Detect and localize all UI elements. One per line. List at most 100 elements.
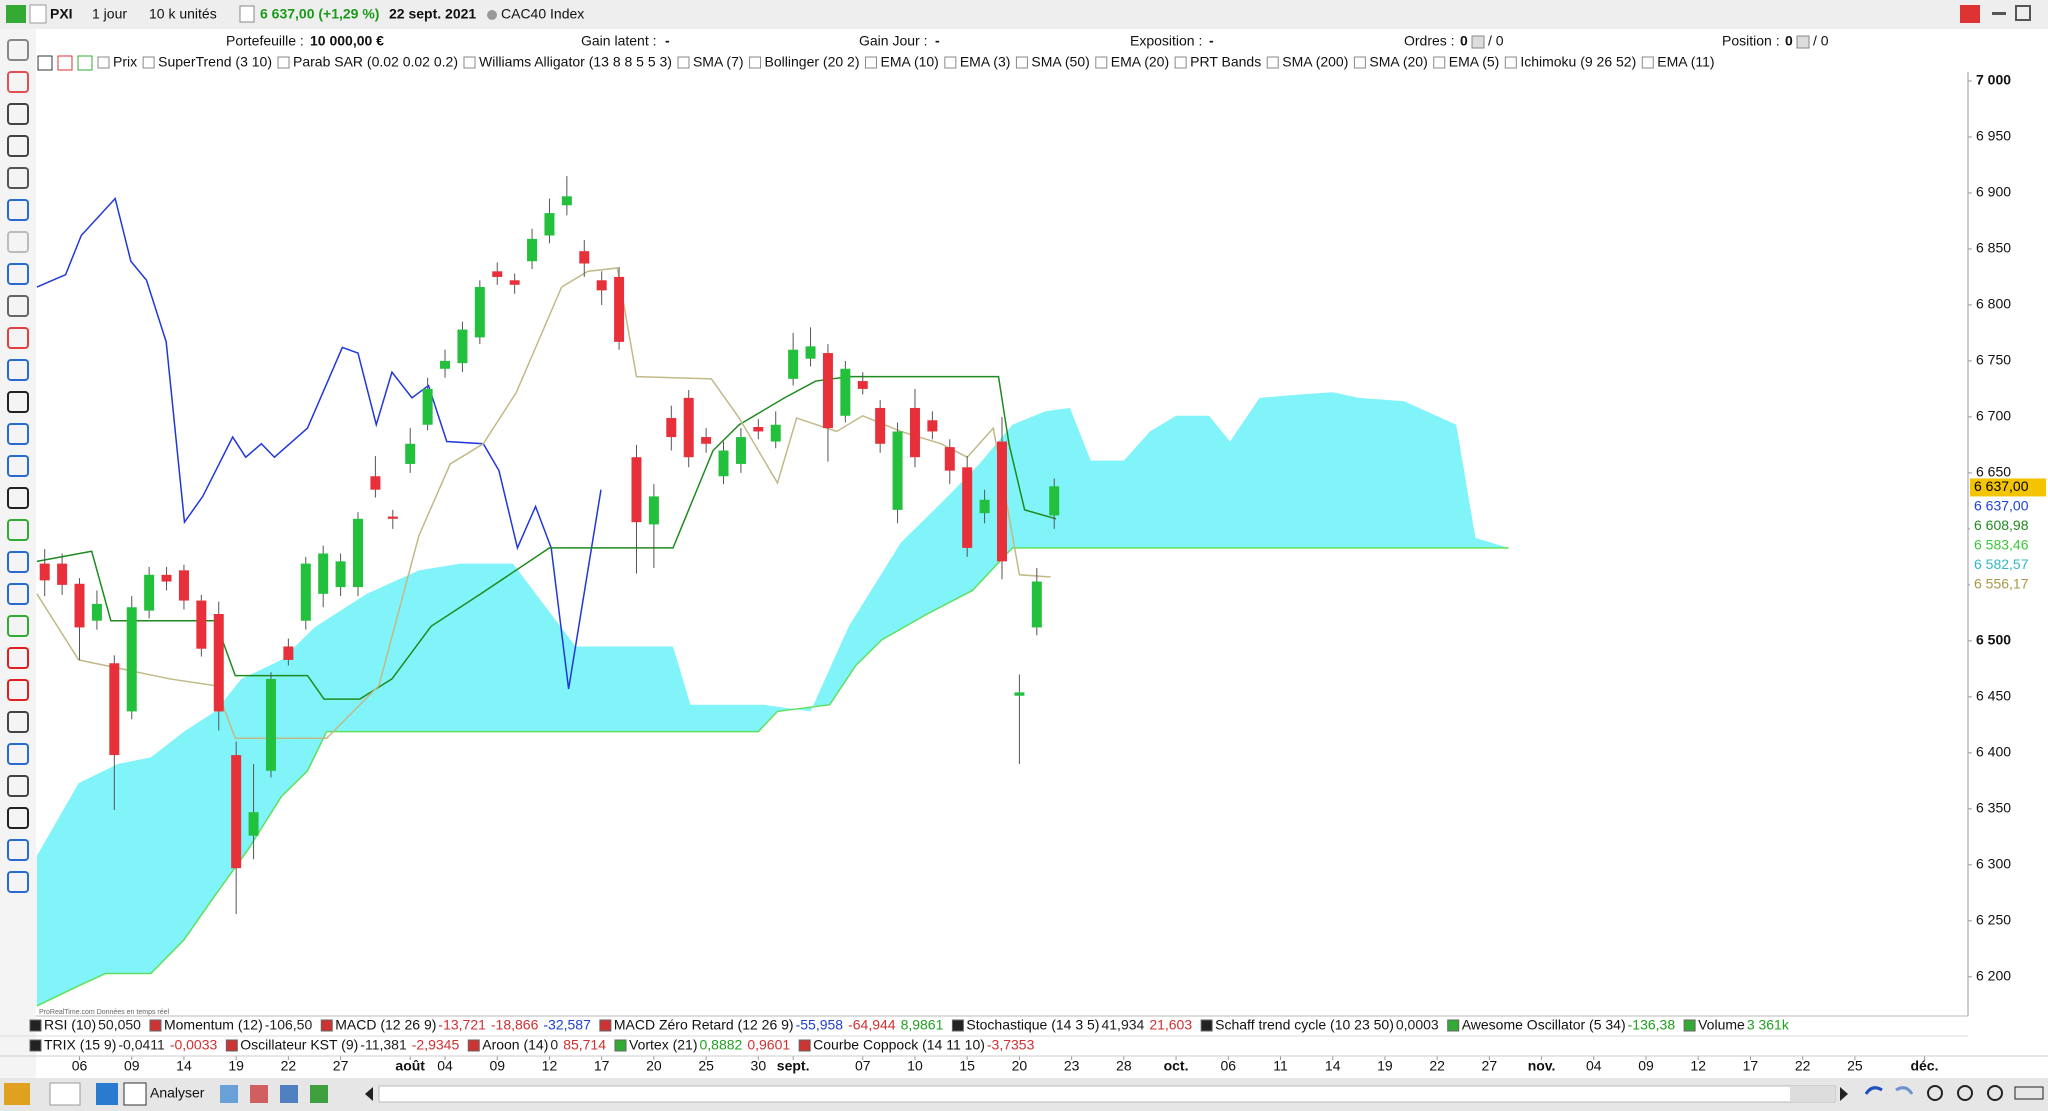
indicator-icon[interactable] xyxy=(951,1019,964,1032)
overlay-checkbox[interactable] xyxy=(1015,56,1028,69)
overlay-checkbox[interactable] xyxy=(1353,56,1366,69)
overlay-checkbox[interactable] xyxy=(1433,56,1446,69)
tool-icon[interactable] xyxy=(7,839,29,861)
tool-button[interactable] xyxy=(280,1085,298,1103)
indicator-icon[interactable] xyxy=(798,1039,811,1052)
indicator-icon[interactable] xyxy=(1200,1019,1213,1032)
overlay-checkbox[interactable] xyxy=(864,56,877,69)
overlay-checkbox[interactable] xyxy=(97,56,110,69)
tool-icon[interactable] xyxy=(7,295,29,317)
symbol[interactable]: PXI xyxy=(50,6,73,22)
tool-icon[interactable] xyxy=(7,423,29,445)
overlay-tool[interactable] xyxy=(77,55,93,71)
indicator-icon[interactable] xyxy=(467,1039,480,1052)
indicator-icon[interactable] xyxy=(1447,1019,1460,1032)
candle-body xyxy=(909,407,920,458)
indicator-icon[interactable] xyxy=(614,1039,627,1052)
overlay-tool[interactable] xyxy=(57,55,73,71)
account-label: Portefeuille : xyxy=(226,33,304,49)
refresh-button[interactable] xyxy=(1960,5,1980,23)
tool-icon[interactable] xyxy=(7,135,29,157)
x-tick-label: nov. xyxy=(1528,1058,1556,1074)
tool-icon[interactable] xyxy=(7,679,29,701)
scrollbar[interactable] xyxy=(378,1085,1836,1103)
scroll-right[interactable] xyxy=(1840,1087,1848,1101)
tool-icon[interactable] xyxy=(7,615,29,637)
overlay-checkbox[interactable] xyxy=(944,56,957,69)
overlay-checkbox[interactable] xyxy=(1641,56,1654,69)
overlay-checkbox[interactable] xyxy=(1174,56,1187,69)
zoom-in-button[interactable] xyxy=(1987,1085,2003,1101)
tool-icon[interactable] xyxy=(7,807,29,829)
tool-icon[interactable] xyxy=(7,103,29,125)
zoom-out-button[interactable] xyxy=(1957,1085,1973,1101)
tool-icon[interactable] xyxy=(7,775,29,797)
tool-icon[interactable] xyxy=(7,455,29,477)
tool-icon[interactable] xyxy=(7,711,29,733)
candle-body xyxy=(648,496,659,525)
tool-icon[interactable] xyxy=(7,167,29,189)
info-button[interactable] xyxy=(239,5,255,23)
overlay-checkbox[interactable] xyxy=(1095,56,1108,69)
tool-icon[interactable] xyxy=(7,551,29,573)
tool-icon[interactable] xyxy=(7,583,29,605)
tool-icon[interactable] xyxy=(7,743,29,765)
candle-body xyxy=(474,287,485,338)
minimize-button[interactable] xyxy=(1992,12,2006,15)
indicator-icon[interactable] xyxy=(320,1019,333,1032)
tool-button[interactable] xyxy=(4,1083,30,1105)
indicator-icon[interactable] xyxy=(599,1019,612,1032)
analyze-button[interactable]: Analyser xyxy=(150,1085,205,1101)
tool-icon[interactable] xyxy=(7,39,29,61)
tool-icon[interactable] xyxy=(7,359,29,381)
maximize-button[interactable] xyxy=(2015,5,2031,21)
fit-button[interactable] xyxy=(2014,1086,2044,1100)
indicator-icon[interactable] xyxy=(29,1039,42,1052)
tool-icon[interactable] xyxy=(7,327,29,349)
overlay-checkbox[interactable] xyxy=(463,56,476,69)
indicator-icon[interactable] xyxy=(1683,1019,1696,1032)
tool-icon[interactable] xyxy=(7,199,29,221)
units[interactable]: 10 k unités xyxy=(149,6,217,22)
overlay-checkbox[interactable] xyxy=(1504,56,1517,69)
tool-icon[interactable] xyxy=(7,519,29,541)
window-button[interactable] xyxy=(123,1082,147,1106)
tool-icon[interactable] xyxy=(7,263,29,285)
redo-button[interactable] xyxy=(1895,1086,1914,1095)
x-tick-label: 09 xyxy=(124,1058,140,1074)
overlay-checkbox[interactable] xyxy=(142,56,155,69)
account-button[interactable] xyxy=(1796,35,1810,49)
indicator-icon[interactable] xyxy=(149,1019,162,1032)
zoom-button[interactable] xyxy=(1927,1085,1943,1101)
period[interactable]: 1 jour xyxy=(92,6,127,22)
overlay-checkbox[interactable] xyxy=(677,56,690,69)
candle-body xyxy=(39,563,50,581)
tool-icon[interactable] xyxy=(7,647,29,669)
price-label-bg xyxy=(1970,517,2046,536)
tool-icon[interactable] xyxy=(7,871,29,893)
indicator-icon[interactable] xyxy=(29,1019,42,1032)
scroll-thumb[interactable] xyxy=(1790,1087,1834,1101)
tool-icon[interactable] xyxy=(7,231,29,253)
tool-icon[interactable] xyxy=(7,487,29,509)
candle-body xyxy=(161,574,172,582)
app-icon[interactable] xyxy=(6,5,26,23)
undo-button[interactable] xyxy=(1864,1086,1883,1095)
share-button[interactable] xyxy=(96,1083,118,1105)
chart-type-button[interactable] xyxy=(49,1082,81,1106)
tool-button[interactable] xyxy=(310,1085,328,1103)
scroll-left[interactable] xyxy=(365,1087,373,1101)
tool-button[interactable] xyxy=(250,1085,268,1103)
overlay-tool[interactable] xyxy=(37,55,53,71)
overlay-checkbox[interactable] xyxy=(277,56,290,69)
indicator-icon[interactable] xyxy=(225,1039,238,1052)
tool-icon[interactable] xyxy=(7,391,29,413)
tool-icon[interactable] xyxy=(7,71,29,93)
y-tick-label: 7 000 xyxy=(1976,72,2011,88)
tool-button[interactable] xyxy=(220,1085,238,1103)
x-tick-label: 22 xyxy=(281,1058,297,1074)
overlay-checkbox[interactable] xyxy=(1266,56,1279,69)
overlay-checkbox[interactable] xyxy=(749,56,762,69)
account-button[interactable] xyxy=(1471,35,1485,49)
candle-body xyxy=(718,450,729,477)
